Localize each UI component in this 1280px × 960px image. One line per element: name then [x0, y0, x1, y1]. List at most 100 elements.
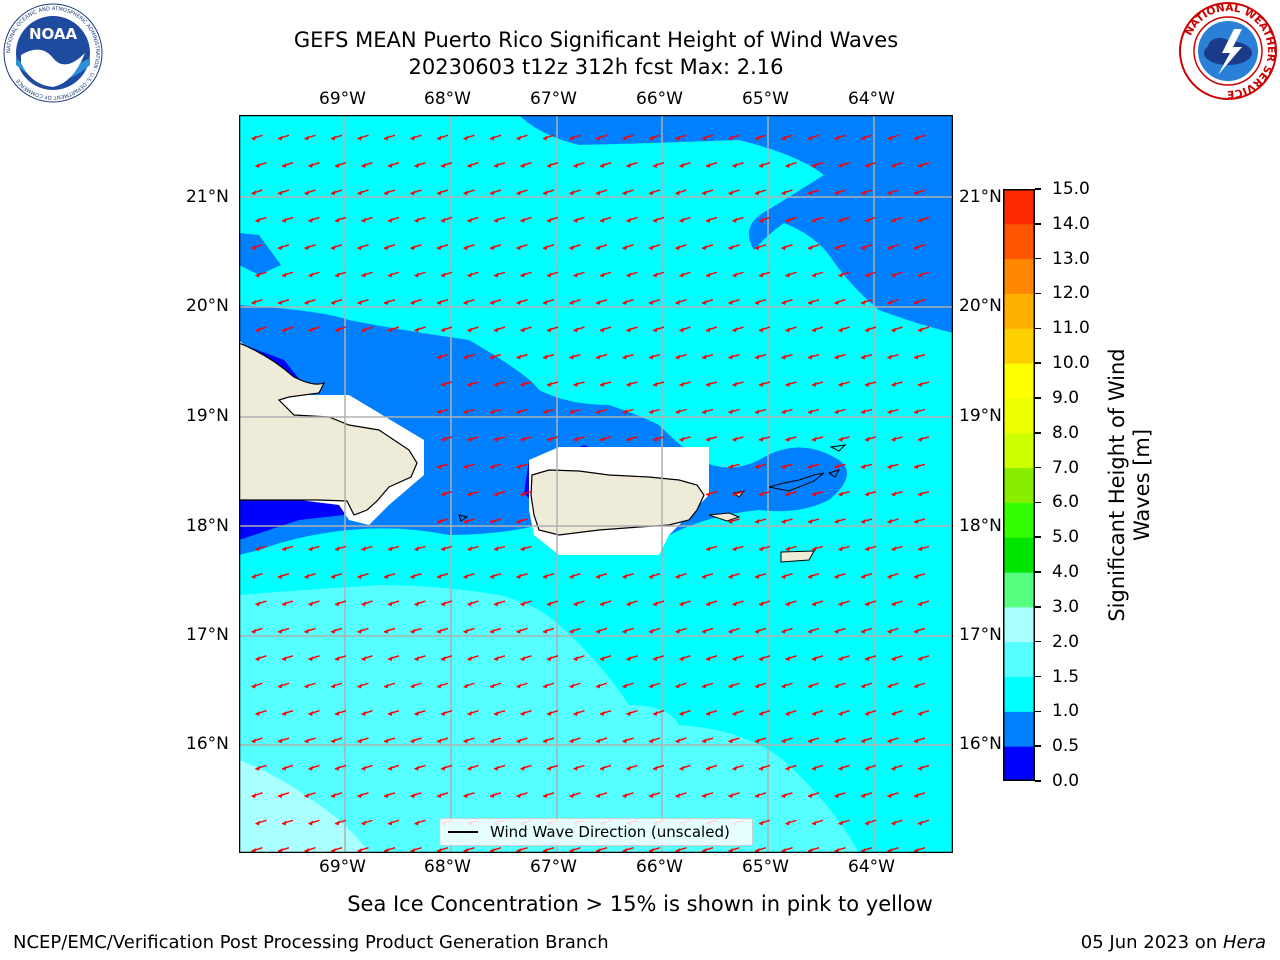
wave-direction-arrow: [891, 709, 903, 716]
wave-direction-arrow: [383, 298, 396, 305]
wave-direction-arrow: [807, 354, 820, 360]
wave-direction-arrow: [917, 709, 930, 716]
wave-direction-arrow: [754, 737, 767, 744]
wave-direction-arrow: [410, 737, 422, 744]
footer-date-text: 05 Jun 2023 on: [1080, 932, 1223, 953]
wave-direction-arrow: [675, 298, 687, 305]
wave-direction-arrow: [520, 491, 532, 497]
wave-direction-arrow: [546, 216, 559, 223]
wave-direction-arrow: [467, 216, 479, 223]
wave-direction-arrow: [648, 189, 661, 196]
wave-direction-arrow: [732, 709, 744, 716]
wave-direction-arrow: [573, 600, 585, 607]
wave-direction-arrow: [807, 518, 820, 524]
wave-direction-arrow: [864, 326, 877, 333]
wave-direction-arrow: [913, 682, 926, 689]
wave-direction-arrow: [440, 326, 453, 333]
wave-direction-arrow: [542, 408, 555, 415]
wave-direction-arrow: [281, 326, 294, 333]
wave-direction-arrow: [811, 655, 824, 662]
lon-label-top: 66°W: [636, 89, 683, 109]
wave-direction-arrow: [732, 161, 744, 168]
wave-direction-arrow: [781, 846, 793, 853]
wave-direction-arrow: [569, 189, 581, 196]
colorbar-tick-mark: [1035, 536, 1041, 538]
band-0-0-sw: [239, 500, 344, 540]
wave-direction-arrow: [838, 326, 850, 333]
wave-direction-arrow: [701, 408, 714, 415]
wave-direction-arrow: [860, 134, 873, 141]
lon-label-top: 67°W: [530, 89, 577, 109]
wave-direction-arrow: [781, 244, 793, 251]
wave-direction-arrow: [917, 271, 930, 278]
wave-direction-arrow: [599, 600, 612, 607]
wave-direction-arrow: [546, 600, 559, 607]
lat-label-right: 17°N: [959, 625, 1002, 645]
wave-direction-arrow: [330, 572, 343, 579]
colorbar-segment: [1003, 363, 1035, 399]
wave-direction-arrow: [277, 737, 290, 744]
wave-direction-arrow: [573, 271, 585, 278]
wave-direction-arrow: [520, 216, 532, 223]
wave-direction-arrow: [410, 298, 422, 305]
band-0-5-w: [239, 233, 281, 275]
wave-direction-arrow: [860, 463, 873, 470]
wave-direction-arrow: [281, 655, 294, 662]
wave-direction-arrow: [410, 572, 422, 579]
wave-direction-arrow: [251, 134, 263, 141]
wave-direction-arrow: [891, 655, 903, 662]
wave-direction-arrow: [357, 189, 369, 196]
wave-direction-arrow: [387, 764, 400, 771]
wave-direction-arrow: [546, 709, 559, 716]
wave-direction-arrow: [569, 134, 581, 141]
wave-direction-arrow: [493, 326, 506, 333]
wave-direction-arrow: [622, 244, 634, 251]
wave-direction-arrow: [860, 627, 873, 634]
wave-direction-arrow: [701, 792, 714, 799]
wave-direction-arrow: [251, 244, 263, 251]
wave-direction-arrow: [520, 600, 532, 607]
wave-direction-arrow: [652, 326, 665, 333]
wave-direction-arrow: [361, 600, 373, 607]
wave-direction-arrow: [414, 271, 426, 278]
wave-direction-arrow: [281, 271, 294, 278]
wave-direction-arrow: [542, 354, 555, 360]
land-hispaniola: [239, 342, 418, 516]
wave-direction-arrow: [860, 572, 873, 579]
wave-direction-arrow: [732, 764, 744, 771]
wave-direction-arrow: [887, 298, 899, 305]
wave-direction-arrow: [860, 244, 873, 251]
wave-direction-arrow: [887, 134, 899, 141]
wave-direction-arrow: [807, 792, 820, 799]
wave-direction-arrow: [463, 572, 475, 579]
wave-direction-arrow: [387, 271, 400, 278]
wave-direction-arrow: [622, 682, 634, 689]
wave-direction-arrow: [917, 436, 930, 442]
wave-direction-arrow: [732, 545, 744, 552]
wave-direction-arrow: [436, 737, 449, 744]
wave-direction-arrow: [277, 189, 290, 196]
wave-direction-arrow: [463, 518, 475, 524]
wave-direction-arrow: [357, 737, 369, 744]
land-anegada: [829, 444, 847, 452]
wave-direction-arrow: [463, 846, 475, 853]
wave-direction-arrow: [626, 161, 638, 168]
wave-direction-arrow: [728, 298, 740, 305]
wave-direction-arrow: [754, 408, 767, 415]
wave-direction-arrow: [891, 216, 903, 223]
lat-label-left: 17°N: [186, 625, 229, 645]
wave-direction-arrow: [569, 792, 581, 799]
wave-direction-arrow: [410, 627, 422, 634]
wave-direction-arrow: [595, 134, 608, 141]
wave-direction-arrow: [489, 627, 502, 634]
wave-direction-arrow: [626, 655, 638, 662]
wave-direction-arrow: [595, 737, 608, 744]
wave-direction-arrow: [595, 792, 608, 799]
wave-direction-arrow: [436, 244, 449, 251]
wave-direction-arrow: [463, 682, 475, 689]
wave-direction-arrow: [542, 737, 555, 744]
wave-direction-arrow: [732, 491, 744, 497]
wave-direction-arrow: [436, 408, 449, 415]
wave-direction-arrow: [251, 572, 263, 579]
wave-direction-arrow: [357, 298, 369, 305]
